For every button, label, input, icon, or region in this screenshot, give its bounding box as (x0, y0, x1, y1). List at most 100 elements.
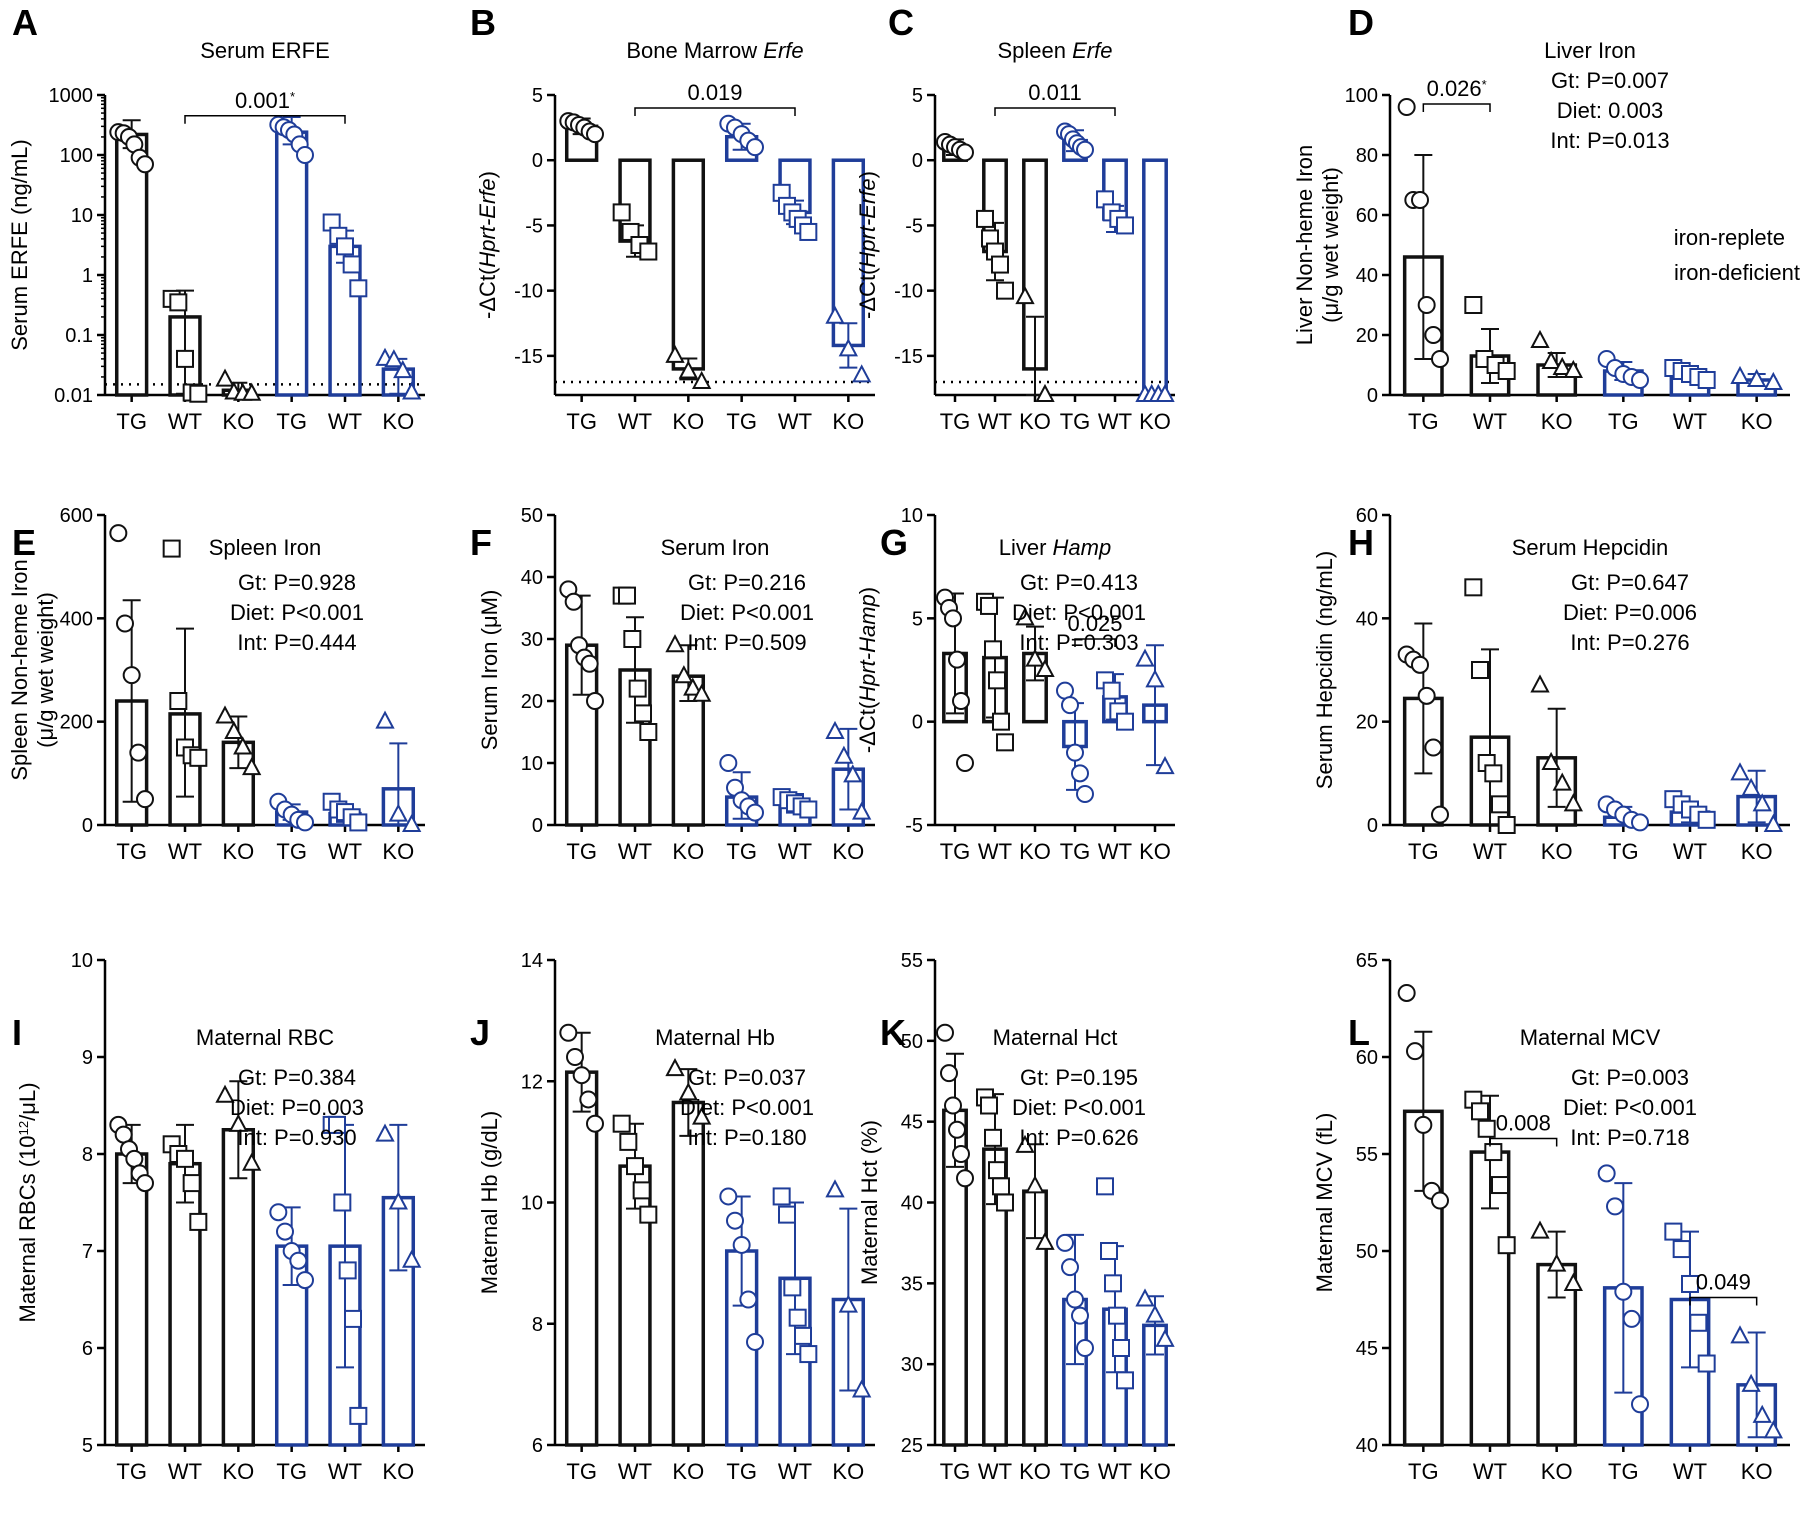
data-point (1471, 1102, 1489, 1121)
y-tick-label: 60 (1356, 505, 1378, 527)
y-tick-label: 0 (1367, 385, 1378, 407)
data-point (122, 666, 141, 685)
panel-letter: B (470, 2, 496, 43)
data-point (136, 1174, 154, 1193)
x-tick-label: KO (1741, 409, 1773, 434)
data-point (639, 723, 658, 741)
y-tick-label: -10 (514, 281, 543, 303)
x-tick-label: KO (1139, 839, 1171, 864)
data-point (224, 720, 244, 739)
x-tick-label: KO (1019, 409, 1051, 434)
data-point (1614, 1282, 1633, 1301)
stats-text: Int: P=0.180 (687, 1125, 806, 1150)
data-point (825, 1179, 845, 1198)
data-point (1417, 296, 1436, 314)
x-tick-label: WT (328, 409, 362, 434)
x-tick-label: TG (1408, 839, 1439, 864)
data-point (1417, 686, 1436, 705)
panel-title: Maternal Hct (993, 1025, 1118, 1050)
data-point (794, 1326, 812, 1345)
panel-e: E Spleen Iron Spleen Non-heme Iron (μ/g wet… (7, 505, 425, 864)
data-point (1763, 371, 1784, 390)
x-tick-label: TG (726, 839, 757, 864)
data-point (276, 1222, 294, 1241)
data-point (169, 692, 188, 710)
data-point (1066, 1290, 1084, 1309)
x-tick-label: TG (1608, 839, 1639, 864)
stats-text: Int: P=0.930 (237, 1125, 356, 1150)
data-point (296, 146, 314, 164)
data-point (639, 1205, 658, 1224)
panel-title-part: Bone Marrow (626, 38, 763, 63)
data-point (996, 733, 1014, 752)
stats-text: Int: P=0.718 (1570, 1125, 1689, 1150)
data-point (215, 1084, 235, 1103)
panel-letter: L (1348, 1012, 1370, 1053)
x-tick-label: TG (116, 1459, 147, 1484)
y-tick-label: 0 (532, 150, 543, 172)
data-point (825, 720, 845, 739)
x-tick-label: KO (382, 409, 414, 434)
data-point (393, 359, 413, 379)
x-tick-label: WT (1098, 839, 1132, 864)
panel-title-part: Hamp (1053, 535, 1112, 560)
data-point (1530, 1220, 1550, 1239)
data-point (349, 279, 368, 298)
data-point (692, 683, 712, 702)
data-point (338, 1261, 357, 1280)
stats-text: Gt: P=0.216 (688, 570, 806, 595)
panel-letter: G (880, 522, 908, 563)
data-point (176, 349, 194, 368)
y-tick-label: 1 (82, 265, 93, 287)
panel-title: Bone Marrow Erfe (626, 38, 803, 63)
data-point (1025, 648, 1045, 667)
stats-text: Diet: P<0.001 (680, 1095, 814, 1120)
y-tick-label: 35 (901, 1273, 923, 1295)
bracket-star: * (1482, 77, 1487, 92)
data-point (1689, 1313, 1708, 1332)
y-tick-label: 0 (912, 712, 923, 734)
data-point (1477, 1119, 1496, 1138)
data-point (129, 743, 148, 762)
panel-letter: C (888, 2, 914, 43)
data-point (1730, 762, 1750, 781)
stats-text: Diet: P=0.003 (230, 1095, 364, 1120)
y-tick-label: 20 (521, 691, 543, 713)
y-tick-label: 8 (82, 1144, 93, 1166)
x-tick-label: KO (672, 839, 704, 864)
panel-c: C Spleen Erfe -ΔCt(Hprt-Erfe) 5 0 -5 -10 -15 TG W… (855, 2, 1175, 434)
data-point (388, 1191, 409, 1210)
data-point (1025, 1175, 1045, 1194)
bar (114, 132, 149, 397)
y-tick-label: 14 (521, 950, 543, 972)
x-tick-label: TG (566, 1459, 597, 1484)
data-point (619, 1132, 638, 1151)
data-point (1497, 1236, 1516, 1255)
data-point (289, 1251, 308, 1270)
x-tick-label: TG (940, 409, 971, 434)
data-point (1056, 1233, 1074, 1252)
data-point (988, 1161, 1006, 1180)
panel-title: Serum ERFE (200, 38, 330, 63)
data-point (333, 1193, 352, 1212)
significance-bracket (1422, 103, 1491, 112)
y-axis-label-part: Hprt-Erfe (475, 178, 500, 267)
data-point (956, 1169, 974, 1188)
data-point (1431, 805, 1449, 824)
panel-h: H Serum Hepcidin Serum Hepcidin (ng/mL) 0 20… (1312, 505, 1790, 864)
data-point (678, 360, 698, 379)
data-point (1071, 764, 1089, 783)
panel-j: J Maternal Hb Maternal Hb (g/dL) 6 8 10 12 14 TG… (470, 950, 875, 1484)
data-point (1552, 356, 1572, 375)
x-tick-label: WT (1098, 409, 1132, 434)
data-point (384, 349, 404, 368)
stats-text: Gt: P=0.384 (238, 1065, 356, 1090)
data-point (778, 1205, 796, 1224)
data-point (1464, 578, 1483, 597)
y-tick-label: 10 (521, 1193, 543, 1215)
x-tick-label: TG (940, 839, 971, 864)
x-tick-label: TG (1608, 1459, 1639, 1484)
y-tick-label: 12 (521, 1071, 543, 1093)
panel-i: I Maternal RBC Maternal RBCs (1012/μL) 5 6 7 8… (12, 950, 425, 1484)
panel-title: Serum Hepcidin (1512, 535, 1669, 560)
